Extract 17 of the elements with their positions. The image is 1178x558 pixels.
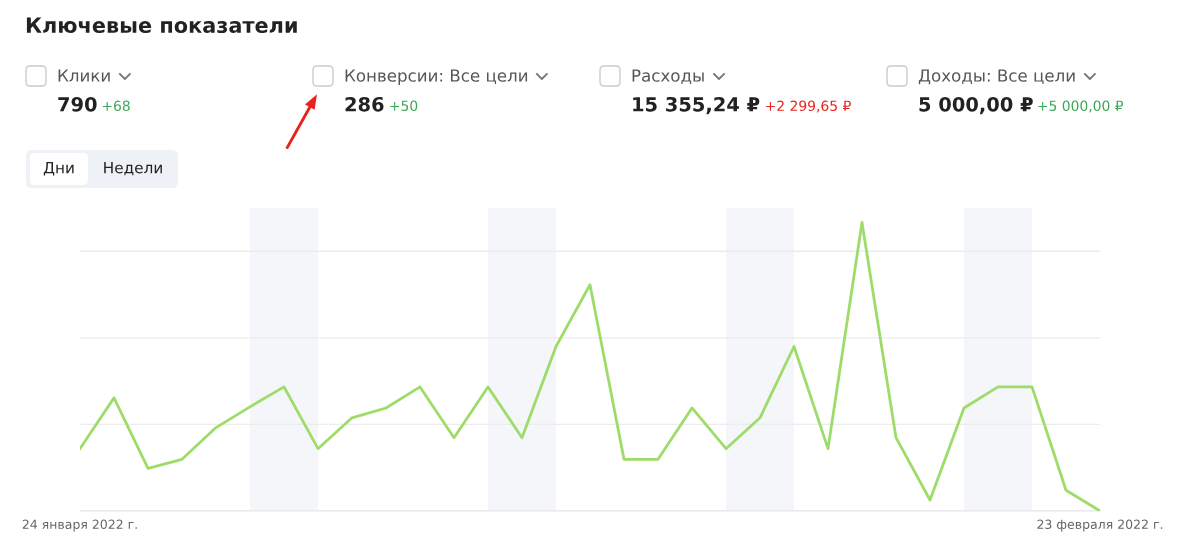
text: 15 355,24 ₽ xyxy=(633,96,760,115)
text: Дни xyxy=(43,162,74,176)
text: 286 xyxy=(345,96,384,112)
text: +50 xyxy=(390,100,418,112)
text: Клики xyxy=(58,69,110,82)
text: +68 xyxy=(102,100,130,112)
text: Недели xyxy=(104,162,162,176)
text: +2 299,65 ₽ xyxy=(766,100,851,113)
x-tick-label: 23 февраля 2022 г. xyxy=(1037,519,1163,532)
text: +5 000,00 ₽ xyxy=(1038,100,1124,113)
text: Конверсии: Все цели xyxy=(345,69,528,86)
text: 790 xyxy=(58,96,97,112)
x-tick-label: 24 января 2022 г. xyxy=(22,519,137,532)
text: Доходы: Все цели xyxy=(918,69,1075,85)
text: Расходы xyxy=(632,69,704,84)
text: Ключевые показатели xyxy=(26,17,297,34)
text: 5 000,00 ₽ xyxy=(919,96,1033,115)
